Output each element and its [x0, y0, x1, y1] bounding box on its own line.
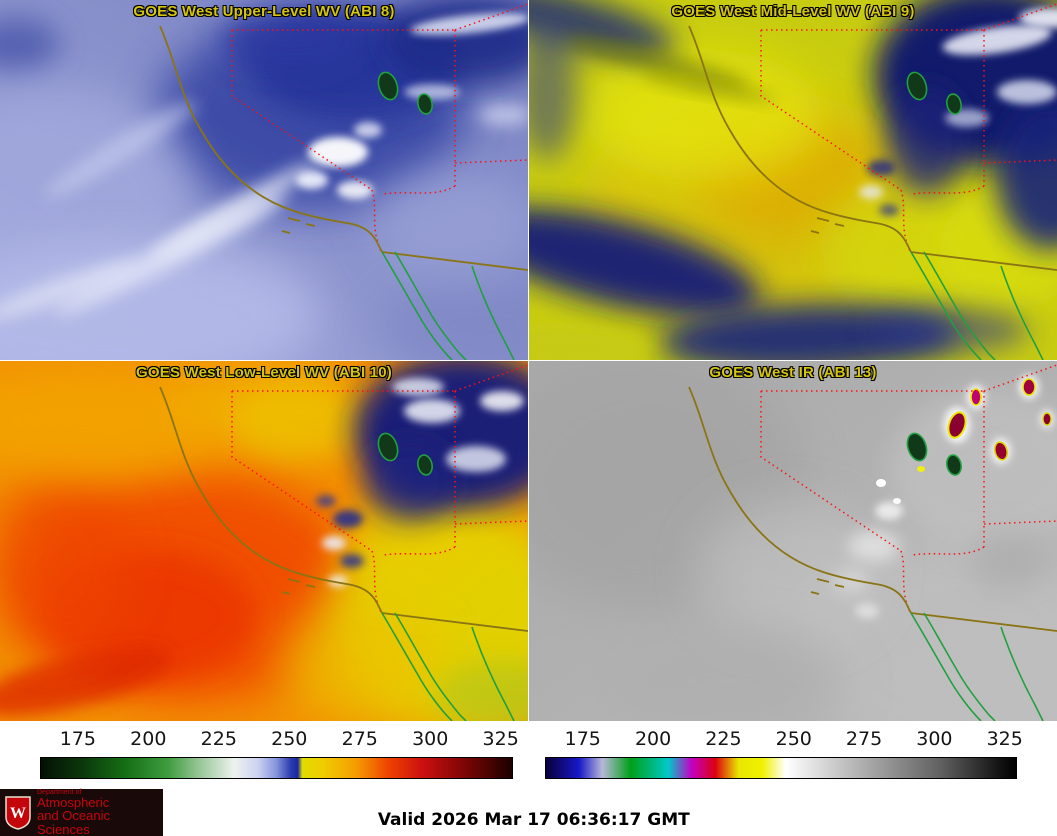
- colorbar-tick: 250: [271, 728, 308, 750]
- panel-title-abi8: GOES West Upper-Level WV (ABI 8): [133, 3, 395, 20]
- colorbar-wv: 175 200 225 250 275 300 325: [40, 726, 519, 784]
- colorbar-ir-bar: [545, 757, 1017, 779]
- panel-title-abi10: GOES West Low-Level WV (ABI 10): [136, 364, 392, 381]
- colorbar-tick: 300: [916, 728, 953, 750]
- colorbar-tick: 325: [986, 728, 1023, 750]
- cold-cloud-tops: [876, 375, 1054, 504]
- panel-low-level-wv: GOES West Low-Level WV (ABI 10): [0, 361, 528, 721]
- colorbar-tick: 225: [200, 728, 237, 750]
- svg-text:W: W: [10, 805, 26, 822]
- logo-line2: and Oceanic Sciences: [37, 808, 110, 836]
- satellite-image-abi8: [0, 0, 528, 360]
- colorbar-tick: 225: [705, 728, 742, 750]
- footer: W Department of Atmospheric and Oceanic …: [0, 788, 1057, 836]
- colorbar-wv-ticks: 175 200 225 250 275 300 325: [40, 726, 519, 752]
- colorbar-tick: 200: [130, 728, 167, 750]
- panel-mid-level-wv: GOES West Mid-Level WV (ABI 9): [529, 0, 1057, 360]
- uw-aos-logo: W Department of Atmospheric and Oceanic …: [0, 789, 163, 836]
- colorbar-wv-bar: [40, 757, 513, 779]
- valid-timestamp: Valid 2026 Mar 17 06:36:17 GMT: [377, 810, 690, 830]
- colorbar-tick: 175: [59, 728, 96, 750]
- colorbar-tick: 175: [564, 728, 601, 750]
- colorbar-tick: 300: [412, 728, 449, 750]
- colorbar-ir-ticks: 175 200 225 250 275 300 325: [545, 726, 1023, 752]
- uw-crest-icon: W: [5, 795, 31, 830]
- satellite-image-abi10: [0, 361, 528, 721]
- logo-department-label: Department of: [37, 789, 82, 797]
- logo-line1: Atmospheric: [37, 795, 110, 811]
- satellite-image-abi13: [529, 361, 1057, 721]
- colorbar-tick: 250: [775, 728, 812, 750]
- colorbar-tick: 200: [634, 728, 672, 750]
- colorbar-tick: 275: [341, 728, 378, 750]
- colorbar-ir: 175 200 225 250 275 300 325: [545, 726, 1023, 784]
- panel-title-abi9: GOES West Mid-Level WV (ABI 9): [671, 3, 915, 20]
- colorbar-row: 175 200 225 250 275 300 325 175 200 225 …: [0, 721, 1057, 788]
- colorbar-tick: 275: [845, 728, 883, 750]
- satellite-image-abi9: [529, 0, 1057, 360]
- colorbar-tick: 325: [482, 728, 519, 750]
- panel-upper-level-wv: GOES West Upper-Level WV (ABI 8): [0, 0, 528, 360]
- panel-ir: GOES West IR (ABI 13): [529, 361, 1057, 721]
- uw-aos-logo-text: Department of Atmospheric and Oceanic Sc…: [37, 789, 163, 836]
- panel-title-abi13: GOES West IR (ABI 13): [709, 364, 877, 381]
- quad-panel-grid: GOES West Upper-Level WV (ABI 8): [0, 0, 1057, 721]
